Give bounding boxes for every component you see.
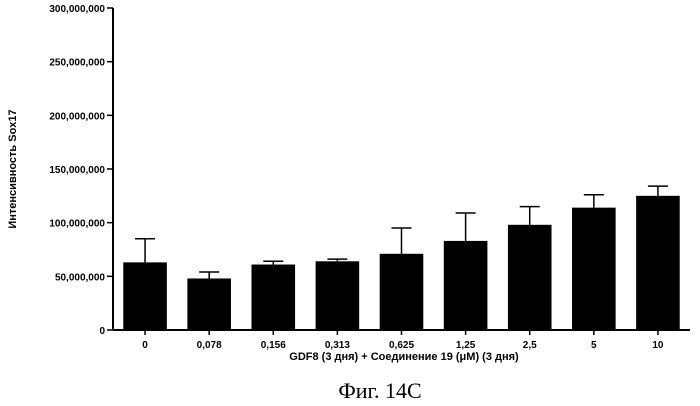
bar [123, 262, 167, 330]
x-tick-label: 0,625 [389, 340, 414, 351]
bar [187, 278, 231, 330]
x-tick-label: 1,25 [456, 340, 476, 351]
bar [572, 208, 616, 330]
x-tick-label: 0,313 [325, 340, 350, 351]
x-ticks-group: 0 0,078 0,156 0,313 0,625 1,25 2,5 5 10 [142, 330, 664, 351]
x-tick-label: 0 [142, 340, 148, 351]
y-tick-label: 150,000,000 [49, 165, 105, 176]
y-tick-label: 100,000,000 [49, 219, 105, 230]
y-tick-label: 200,000,000 [49, 111, 105, 122]
bar [636, 196, 680, 330]
x-tick-label: 0,078 [197, 340, 222, 351]
bars-group [123, 196, 679, 330]
x-tick-label: 5 [591, 340, 597, 351]
y-tick-label: 250,000,000 [49, 58, 105, 69]
figure-caption: Фиг. 14С [338, 378, 421, 403]
x-tick-label: 2,5 [523, 340, 537, 351]
x-axis-label: GDF8 (3 дня) + Соединение 19 (μM) (3 дня… [289, 351, 519, 363]
x-tick-label: 10 [652, 340, 664, 351]
y-axis-label: Интенсивность Sox17 [7, 109, 19, 228]
y-tick-label: 300,000,000 [49, 4, 105, 15]
bar [251, 265, 295, 330]
bar [380, 254, 424, 330]
y-tick-label: 50,000,000 [55, 272, 105, 283]
bar [508, 225, 552, 330]
bar [316, 261, 360, 330]
bar [444, 241, 488, 330]
x-tick-label: 0,156 [261, 340, 286, 351]
y-ticks-group: 0 50,000,000 100,000,000 150,000,000 200,000… [49, 4, 113, 337]
y-tick-label: 0 [99, 326, 105, 337]
